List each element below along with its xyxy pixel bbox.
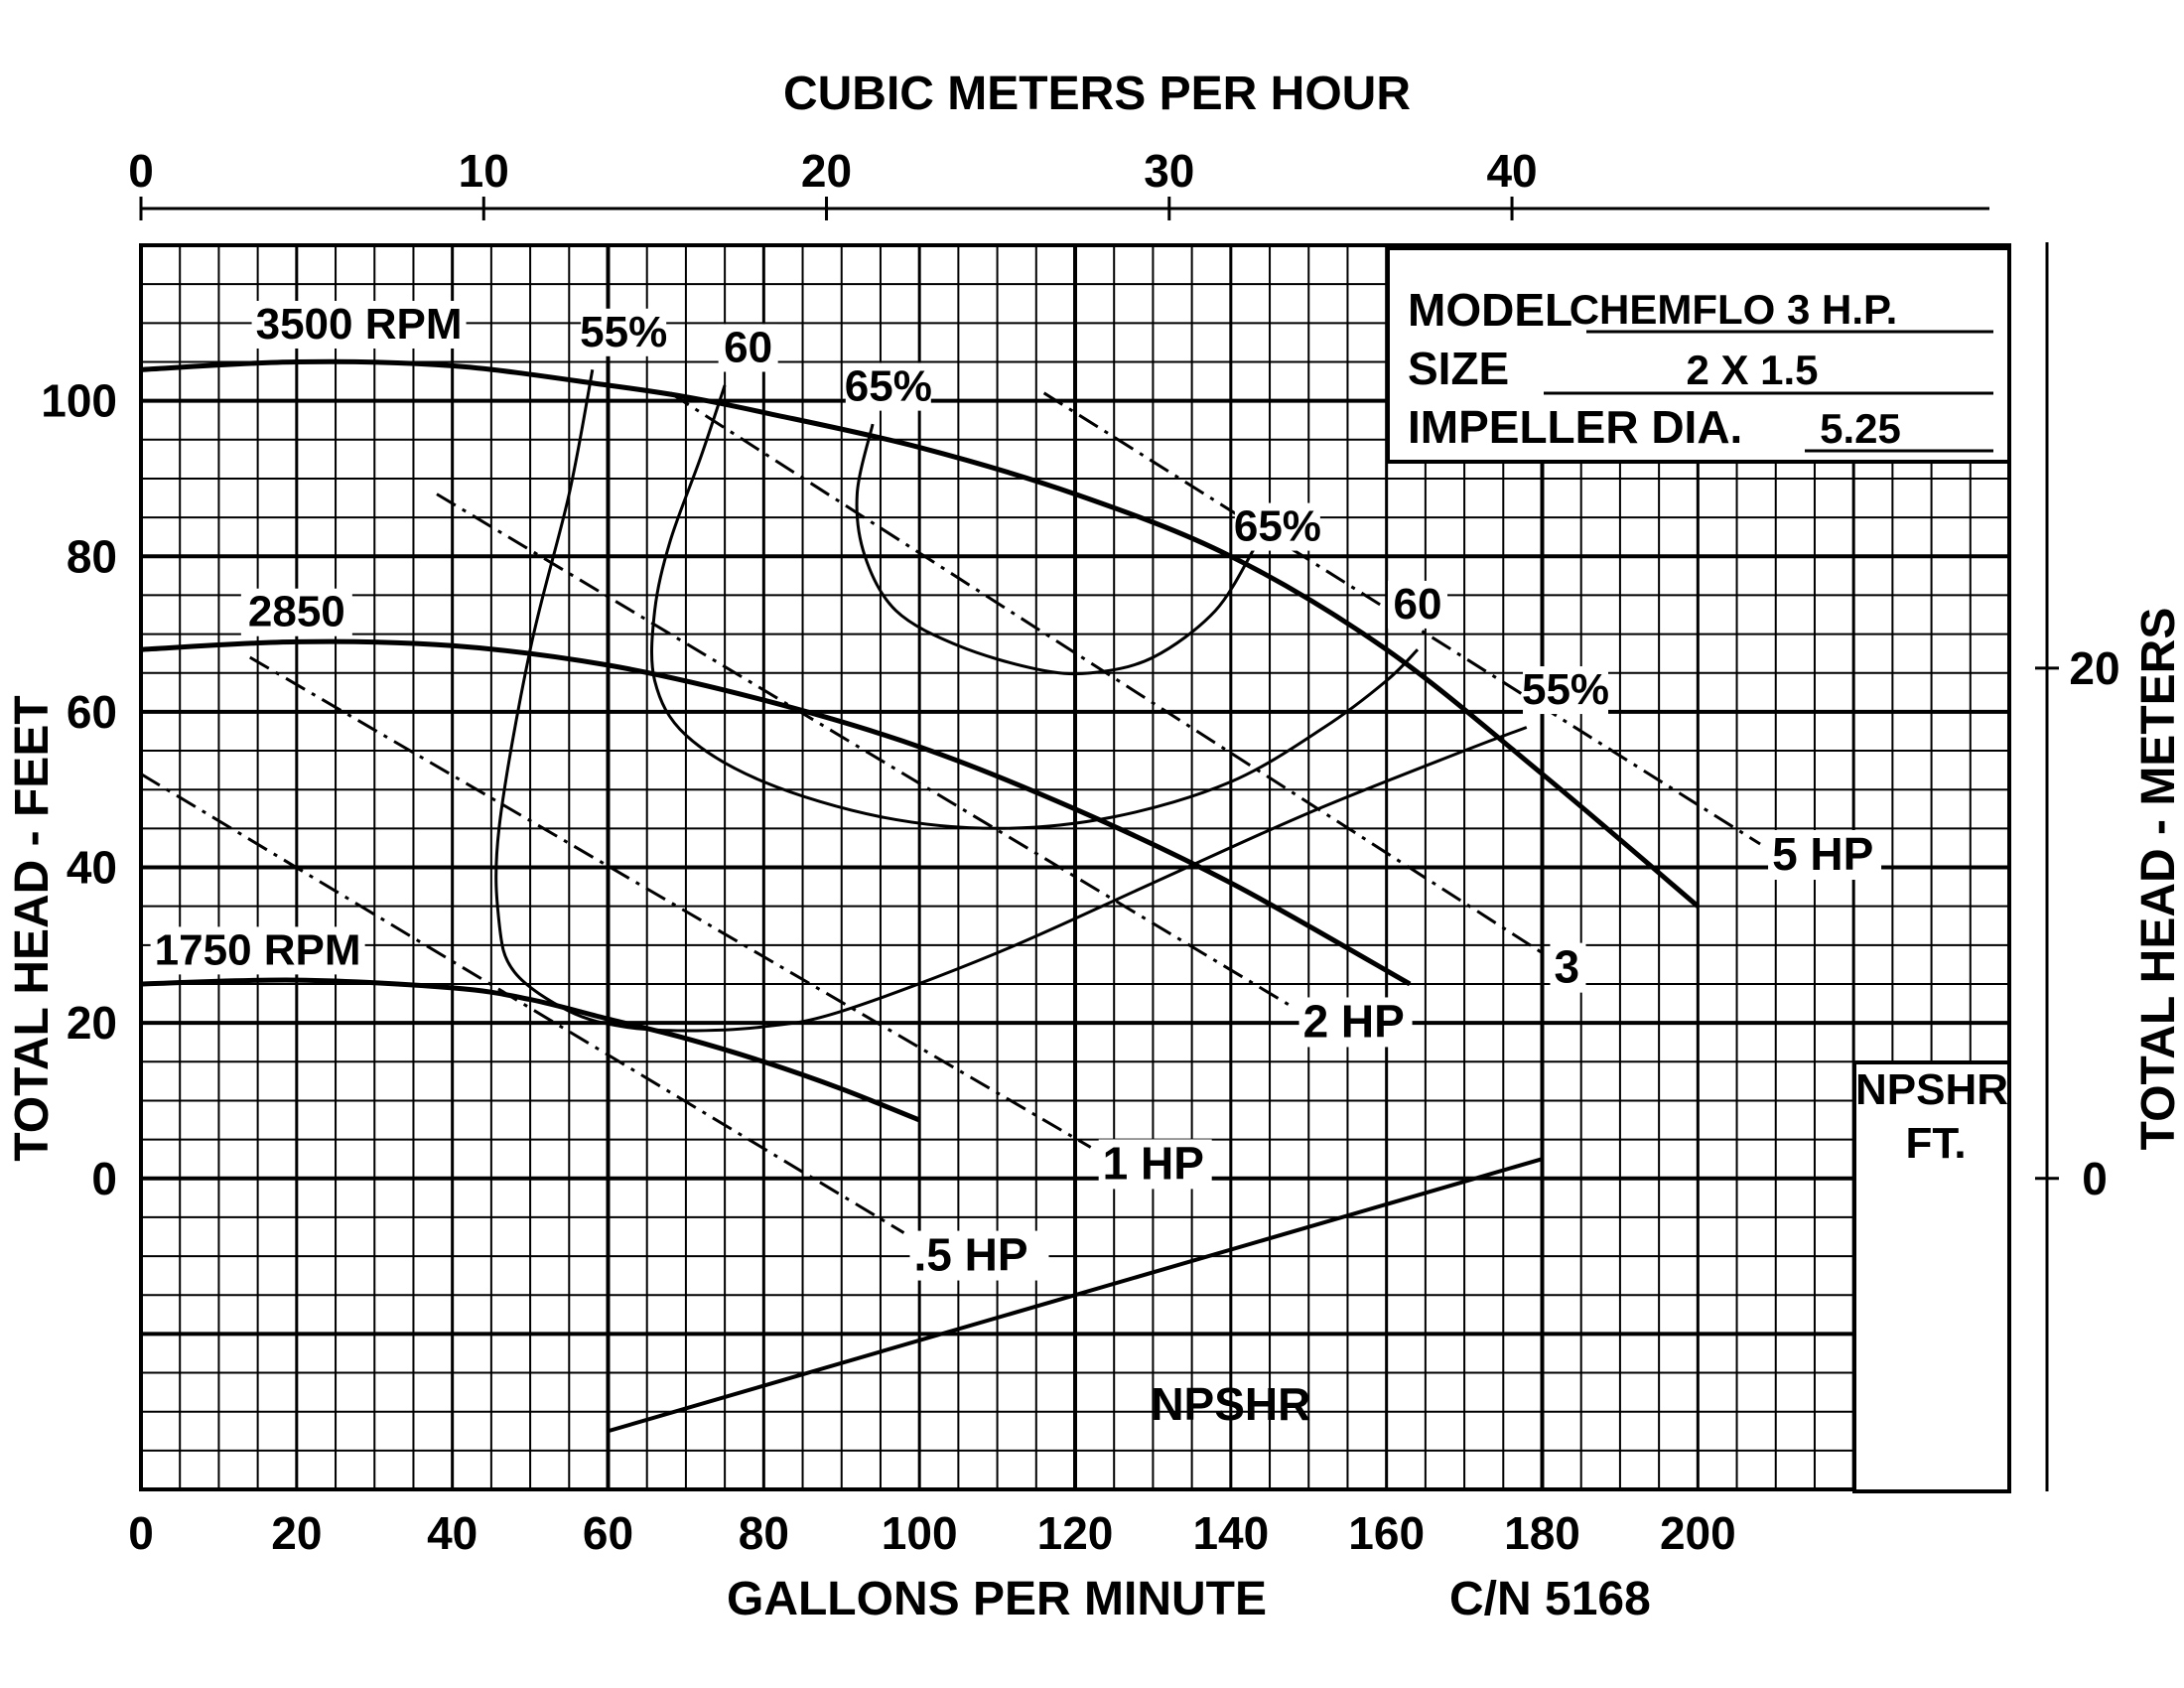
x-tick-label: 0	[128, 1507, 154, 1559]
hp-label-bg	[1298, 997, 1413, 1048]
x-tick-label: 60	[583, 1507, 633, 1559]
model-label: MODEL	[1408, 284, 1572, 336]
x-tick-label: 100	[882, 1507, 958, 1559]
y-tick-label: 40	[67, 842, 117, 894]
curve-labels: 3500 RPM 2850 1750 RPM 55% 60 65% 65% 60 55%	[150, 300, 1609, 975]
impeller-value: 5.25	[1820, 405, 1901, 452]
npshr-axis-unit: FT.	[1905, 1119, 1966, 1168]
efficiency-curve	[650, 384, 1420, 830]
grid	[139, 243, 2011, 1491]
y-tick-label: 100	[41, 375, 117, 427]
speed-curve-label-bg	[240, 588, 352, 636]
right-tick-label: 0	[2082, 1153, 2108, 1204]
speed-curve-label-bg	[251, 300, 467, 349]
top-tick-label: 0	[128, 145, 154, 197]
speed-curves	[140, 358, 1700, 1123]
model-value: CHEMFLO 3 H.P.	[1570, 286, 1898, 333]
efficiency-label-bg	[845, 362, 931, 411]
y-axis-title: TOTAL HEAD - FEET	[6, 695, 59, 1161]
efficiency-curve	[494, 369, 1528, 1033]
hp-line	[140, 773, 905, 1234]
top-axis-title: CUBIC METERS PER HOUR	[783, 68, 1411, 120]
npshr-curve	[607, 1157, 1544, 1434]
hp-label: 2 HP	[1303, 995, 1405, 1047]
hp-label-bg	[1098, 1139, 1212, 1190]
model-info-box: MODEL CHEMFLO 3 H.P. SIZE 2 X 1.5 IMPELL…	[1386, 246, 2011, 464]
hp-label-bg	[909, 1230, 1049, 1281]
x-axis-title: GALLONS PER MINUTE	[727, 1573, 1267, 1625]
speed-curve-label-bg	[150, 926, 365, 975]
speed-curve	[140, 358, 1700, 909]
y-tick-label: 0	[91, 1153, 117, 1204]
horsepower-lines: 5 HP 3 2 HP 1 HP .5 HP	[140, 391, 1882, 1281]
efficiency-label-bg	[1234, 502, 1320, 551]
hp-label-bg	[1550, 942, 1586, 993]
impeller-label: IMPELLER DIA.	[1408, 401, 1742, 453]
hp-line	[249, 655, 1092, 1149]
hp-label: .5 HP	[913, 1229, 1027, 1281]
hp-label: 5 HP	[1772, 828, 1873, 880]
catalog-number: C/N 5168	[1449, 1573, 1651, 1625]
npshr-scale-box: NPSHR FT.	[1852, 1060, 2011, 1493]
efficiency-label-bg	[1388, 580, 1448, 629]
y-tick-label: 20	[67, 997, 117, 1049]
efficiency-label: 65%	[1234, 502, 1321, 551]
tick-labels: 0 20 40 60 80 100 120 140 160 180 2000204060801000…	[41, 145, 2119, 1559]
plot-border	[139, 243, 2011, 1491]
hp-line	[669, 391, 1544, 954]
npshr-curve-label: NPSHR	[1151, 1378, 1310, 1430]
efficiency-label: 65%	[845, 362, 932, 411]
x-tick-label: 120	[1037, 1507, 1114, 1559]
efficiency-label-bg	[581, 308, 667, 356]
size-value: 2 X 1.5	[1686, 347, 1818, 393]
efficiency-label: 55%	[1522, 665, 1609, 714]
top-tick-label: 30	[1144, 145, 1194, 197]
hp-label: 3	[1555, 941, 1580, 993]
speed-curve-label: 3500 RPM	[256, 300, 463, 349]
x-tick-label: 40	[427, 1507, 478, 1559]
efficiency-label: 55%	[580, 308, 667, 356]
x-tick-label: 180	[1504, 1507, 1580, 1559]
top-tick-label: 40	[1486, 145, 1537, 197]
npshr-box-frame	[1852, 1060, 2011, 1493]
y-tick-label: 80	[67, 530, 117, 582]
x-tick-label: 200	[1660, 1507, 1736, 1559]
hp-label-bg	[1768, 830, 1882, 881]
speed-curve-label: 1750 RPM	[155, 925, 361, 974]
x-tick-label: 160	[1348, 1507, 1425, 1559]
right-tick-label: 20	[2069, 642, 2119, 694]
size-label: SIZE	[1408, 343, 1509, 394]
plot-frame	[139, 243, 2011, 1491]
speed-curve	[140, 638, 1412, 987]
efficiency-label-bg	[1523, 666, 1609, 715]
speed-curve-label: 2850	[248, 588, 345, 636]
efficiency-curve	[855, 423, 1256, 676]
top-tick-label: 10	[459, 145, 509, 197]
right-axis-title: TOTAL HEAD - METERS	[2132, 608, 2184, 1151]
x-tick-label: 20	[271, 1507, 322, 1559]
x-tick-label: 80	[739, 1507, 789, 1559]
hp-label: 1 HP	[1103, 1137, 1204, 1189]
x-tick-label: 140	[1192, 1507, 1269, 1559]
npshr-axis-title: NPSHR	[1855, 1065, 2008, 1114]
efficiency-label: 60	[724, 323, 772, 371]
model-box-frame	[1386, 246, 2011, 464]
speed-curve	[140, 977, 921, 1123]
top-tick-label: 20	[801, 145, 852, 197]
y-tick-label: 60	[67, 686, 117, 738]
efficiency-curves	[494, 369, 1528, 1033]
efficiency-label: 60	[1394, 580, 1442, 629]
efficiency-label-bg	[718, 324, 778, 372]
